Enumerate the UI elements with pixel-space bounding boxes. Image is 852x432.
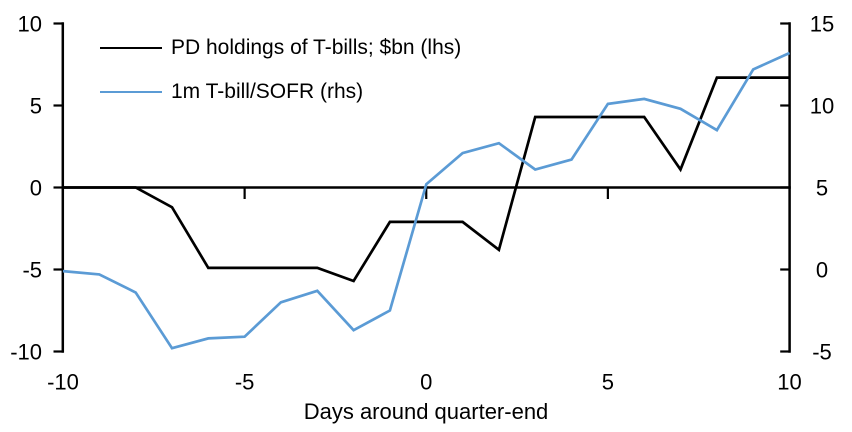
x-axis-tick-label: -5 xyxy=(235,370,255,395)
right-axis-tick-label: 10 xyxy=(810,93,834,118)
left-axis-tick-label: 10 xyxy=(18,11,42,36)
right-axis-tick-label: 15 xyxy=(810,11,834,36)
legend-line-swatch-black xyxy=(100,46,162,50)
x-axis-tick-label: 10 xyxy=(777,370,801,395)
x-axis-tick-label: 0 xyxy=(420,370,432,395)
legend-item-tbill-sofr: 1m T-bill/SOFR (rhs) xyxy=(100,81,461,103)
left-axis-tick-label: 0 xyxy=(30,175,42,200)
left-axis-tick-label: 5 xyxy=(30,93,42,118)
series-line-pd-holdings xyxy=(63,76,790,283)
legend: PD holdings of T-bills; $bn (lhs) 1m T-b… xyxy=(100,37,461,103)
legend-label-pd-holdings: PD holdings of T-bills; $bn (lhs) xyxy=(171,36,462,59)
left-axis-tick-label: -10 xyxy=(10,339,42,364)
series-line-tbill-sofr xyxy=(62,51,791,350)
right-axis-tick-label: 0 xyxy=(816,257,828,282)
x-axis-tick-label: 5 xyxy=(602,370,614,395)
right-axis-tick-label: 5 xyxy=(816,175,828,200)
legend-item-pd-holdings: PD holdings of T-bills; $bn (lhs) xyxy=(100,37,461,59)
x-axis-tick-label: -10 xyxy=(47,370,79,395)
left-axis-tick-label: -5 xyxy=(22,257,42,282)
legend-label-tbill-sofr: 1m T-bill/SOFR (rhs) xyxy=(171,80,364,103)
right-axis-tick-label: -5 xyxy=(812,339,832,364)
x-axis-title: Days around quarter-end xyxy=(303,399,549,424)
legend-line-swatch-blue xyxy=(100,90,162,94)
